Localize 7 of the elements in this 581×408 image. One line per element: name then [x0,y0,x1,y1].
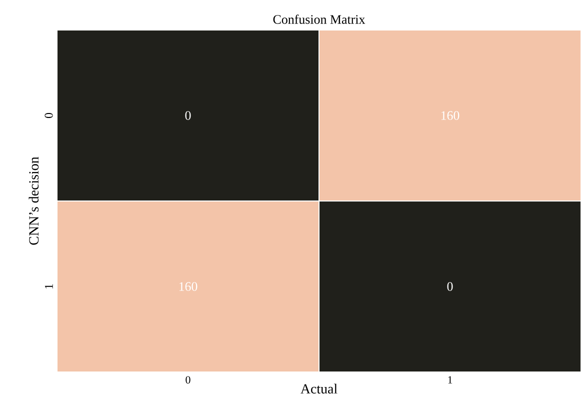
data-label: 0 [185,111,191,120]
x-axis-title: Actual [300,384,338,394]
y-axis-title: CNN’s decision [28,156,39,245]
data-label: 0 [447,282,453,291]
data-label: 160 [179,282,198,291]
data-label: 160 [441,111,460,120]
chart-title: Confusion Matrix [273,14,366,24]
